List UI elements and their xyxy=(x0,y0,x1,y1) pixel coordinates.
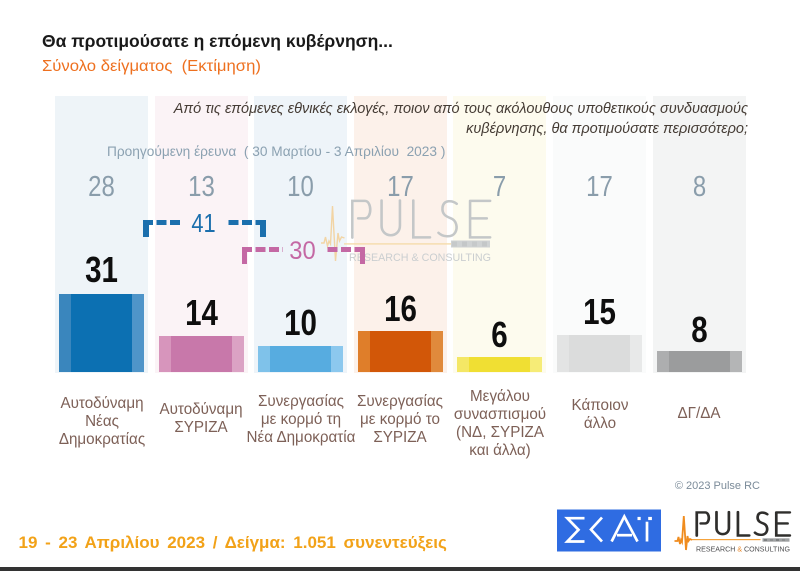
svg-text:RESEARCH & CONSULTING: RESEARCH & CONSULTING xyxy=(349,252,491,264)
svg-text:RESEARCH & CONSULTING: RESEARCH & CONSULTING xyxy=(696,547,790,554)
